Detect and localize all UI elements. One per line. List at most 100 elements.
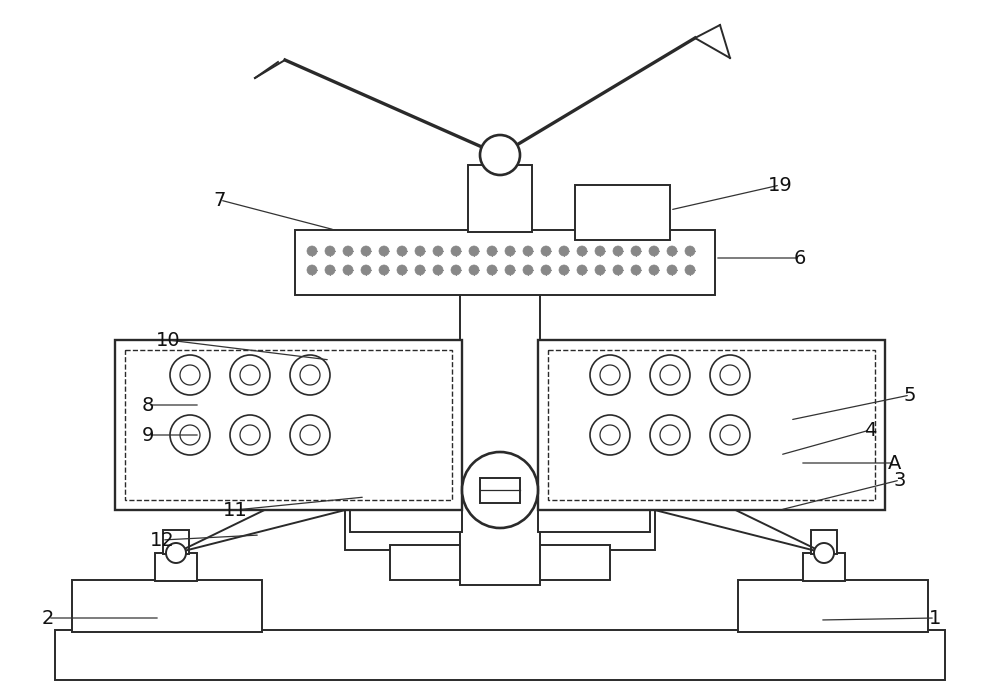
Circle shape: [649, 246, 659, 256]
Bar: [115, 340, 462, 510]
Circle shape: [600, 425, 620, 445]
Circle shape: [415, 246, 425, 256]
Bar: [461, 246, 539, 584]
Bar: [163, 530, 189, 554]
Circle shape: [343, 265, 353, 275]
Circle shape: [240, 365, 260, 385]
Circle shape: [240, 425, 260, 445]
Bar: [739, 581, 927, 631]
Circle shape: [379, 265, 389, 275]
Circle shape: [451, 265, 461, 275]
Bar: [460, 245, 540, 585]
Bar: [295, 230, 715, 295]
Circle shape: [451, 246, 461, 256]
Circle shape: [170, 415, 210, 455]
Circle shape: [541, 265, 551, 275]
Circle shape: [325, 265, 335, 275]
Bar: [803, 553, 845, 581]
Circle shape: [650, 355, 690, 395]
Bar: [73, 581, 261, 631]
Text: 12: 12: [150, 530, 174, 549]
Bar: [56, 631, 944, 679]
Bar: [738, 580, 928, 632]
Circle shape: [710, 415, 750, 455]
Text: A: A: [888, 454, 902, 473]
Circle shape: [487, 246, 497, 256]
Text: 4: 4: [864, 420, 876, 440]
Circle shape: [397, 246, 407, 256]
Bar: [155, 553, 197, 581]
Bar: [55, 630, 945, 680]
Circle shape: [720, 425, 740, 445]
Circle shape: [577, 265, 587, 275]
Circle shape: [462, 452, 538, 528]
Circle shape: [577, 246, 587, 256]
Bar: [480, 478, 520, 503]
Circle shape: [650, 415, 690, 455]
Circle shape: [379, 246, 389, 256]
Bar: [72, 580, 262, 632]
Circle shape: [685, 246, 695, 256]
Bar: [539, 491, 649, 531]
Circle shape: [720, 365, 740, 385]
Text: 9: 9: [142, 425, 154, 445]
Circle shape: [660, 425, 680, 445]
Circle shape: [166, 543, 186, 563]
Circle shape: [469, 246, 479, 256]
Circle shape: [595, 246, 605, 256]
Circle shape: [180, 425, 200, 445]
Bar: [469, 166, 531, 231]
Circle shape: [290, 355, 330, 395]
Circle shape: [397, 265, 407, 275]
Circle shape: [180, 365, 200, 385]
Circle shape: [343, 246, 353, 256]
Circle shape: [590, 415, 630, 455]
Circle shape: [559, 265, 569, 275]
Circle shape: [631, 265, 641, 275]
Circle shape: [300, 425, 320, 445]
Circle shape: [307, 246, 317, 256]
Circle shape: [649, 265, 659, 275]
Circle shape: [469, 265, 479, 275]
Circle shape: [433, 265, 443, 275]
Circle shape: [505, 246, 515, 256]
Circle shape: [307, 265, 317, 275]
Circle shape: [170, 355, 210, 395]
Circle shape: [613, 246, 623, 256]
Text: 11: 11: [223, 500, 247, 519]
Text: 5: 5: [904, 385, 916, 404]
Circle shape: [559, 246, 569, 256]
Bar: [575, 185, 670, 240]
Text: 2: 2: [42, 608, 54, 627]
Text: 3: 3: [894, 470, 906, 489]
Circle shape: [685, 265, 695, 275]
Circle shape: [660, 365, 680, 385]
Circle shape: [613, 265, 623, 275]
Circle shape: [361, 265, 371, 275]
Bar: [350, 490, 462, 532]
Bar: [351, 491, 461, 531]
Circle shape: [631, 246, 641, 256]
Bar: [390, 545, 610, 580]
Circle shape: [590, 355, 630, 395]
Bar: [345, 500, 655, 550]
Circle shape: [667, 265, 677, 275]
Circle shape: [487, 265, 497, 275]
Text: 19: 19: [768, 176, 792, 194]
Circle shape: [300, 365, 320, 385]
Circle shape: [415, 265, 425, 275]
Text: 6: 6: [794, 249, 806, 268]
Circle shape: [505, 265, 515, 275]
Text: 7: 7: [214, 190, 226, 210]
Circle shape: [361, 246, 371, 256]
Bar: [125, 350, 452, 500]
Bar: [811, 530, 837, 554]
Circle shape: [523, 246, 533, 256]
Circle shape: [523, 265, 533, 275]
Text: 1: 1: [929, 608, 941, 627]
Circle shape: [325, 246, 335, 256]
Circle shape: [667, 246, 677, 256]
Circle shape: [230, 355, 270, 395]
Text: 8: 8: [142, 395, 154, 415]
Circle shape: [600, 365, 620, 385]
